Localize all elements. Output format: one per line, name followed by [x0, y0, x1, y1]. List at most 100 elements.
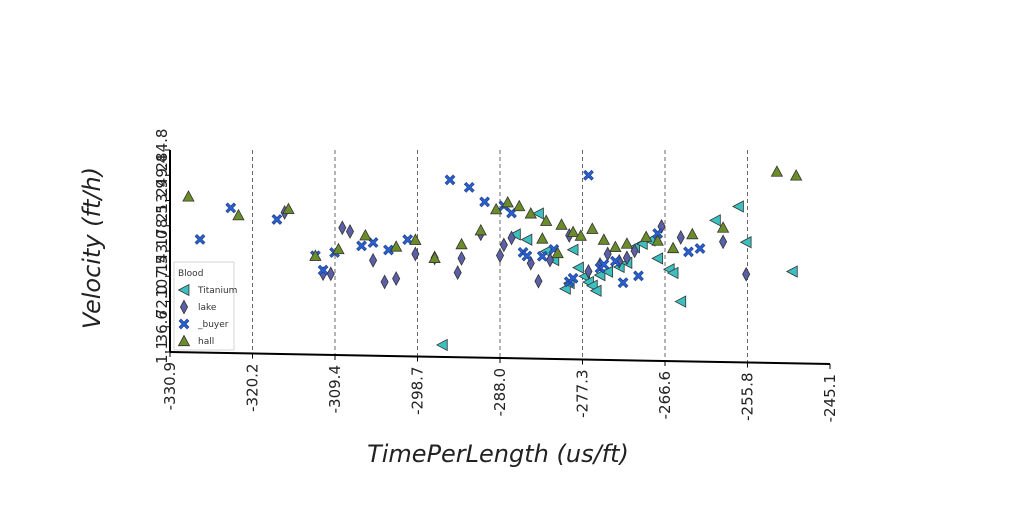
y-tick-labels: 1.136.672.0107.5143.0178.5213.9249.4284.…: [153, 129, 171, 364]
y-tick-label: 284.8: [153, 129, 171, 172]
x-tick-label: -309.4: [326, 365, 344, 413]
point-lake: [526, 255, 535, 271]
point-hall: [428, 251, 441, 263]
point-hall: [524, 207, 537, 219]
point-buyer: [610, 255, 621, 267]
point-buyer: [521, 250, 533, 262]
point-lake: [338, 220, 347, 236]
point-hall: [332, 242, 345, 255]
x-tick-labels: -330.9 -320.2 -309.4 -298.7 -288.0 -277.3 -266…: [161, 352, 839, 422]
x-tick-label: -320.2: [244, 364, 262, 412]
x-tick-label: -277.3: [574, 370, 592, 418]
point-hall: [309, 249, 322, 261]
point-titanium: [785, 265, 798, 278]
point-hall: [551, 246, 564, 259]
point-hall: [359, 228, 372, 241]
point-lake: [457, 250, 466, 266]
point-lake: [719, 234, 728, 250]
point-titanium: [732, 200, 744, 213]
legend-label: hall: [198, 337, 214, 347]
point-hall: [555, 218, 568, 230]
legend-marker: [177, 283, 190, 297]
point-hall: [536, 232, 549, 244]
point-buyer: [694, 243, 706, 254]
point-hall: [182, 190, 195, 202]
point-hall: [716, 221, 730, 233]
y-tick-label: 249.4: [153, 154, 171, 197]
point-lake: [380, 274, 389, 290]
point-hall: [639, 230, 653, 242]
y-tick-label: 1.1: [153, 340, 171, 364]
point-hall: [566, 225, 580, 238]
point-titanium: [566, 243, 579, 256]
point-titanium: [520, 233, 533, 246]
point-titanium: [435, 338, 448, 352]
legend-label: lake: [198, 303, 217, 313]
point-buyer: [444, 174, 456, 186]
point-hall: [620, 237, 634, 249]
point-hall: [666, 241, 680, 254]
legend-label: Titanium: [197, 286, 237, 296]
point-hall: [501, 195, 514, 208]
legend-title: Blood: [178, 269, 203, 279]
legend-marker: [178, 318, 190, 330]
point-lake: [345, 224, 355, 239]
point-lake: [534, 273, 543, 289]
point-buyer: [383, 244, 394, 256]
point-lake: [411, 246, 420, 262]
point-lake: [507, 230, 516, 246]
y-tick-label: 36.6: [153, 310, 171, 343]
point-hall: [409, 233, 422, 245]
point-buyer: [194, 234, 206, 245]
point-lake: [584, 263, 593, 279]
point-lake: [603, 246, 612, 262]
y-tick-label: 143.0: [153, 230, 171, 273]
point-titanium: [572, 261, 584, 274]
x-tick-label: -288.0: [491, 368, 509, 416]
point-hall: [232, 208, 245, 221]
point-buyer: [633, 270, 644, 282]
point-buyer: [463, 181, 475, 193]
point-titanium: [739, 236, 752, 249]
point-buyer: [652, 228, 664, 239]
point-hall: [789, 169, 803, 181]
y-tick-label: 107.5: [153, 255, 171, 298]
legend-label: _buyer: [197, 320, 229, 330]
point-lake: [499, 237, 508, 253]
point-hall: [770, 165, 784, 177]
point-lake: [392, 271, 401, 287]
point-titanium: [674, 295, 687, 308]
point-hall: [597, 233, 611, 245]
point-hall: [609, 240, 622, 253]
point-titanium: [532, 207, 544, 220]
y-tick-label: 178.5: [153, 204, 171, 247]
grid-lines: [252, 150, 748, 363]
point-buyer: [598, 259, 610, 270]
point-buyer: [536, 250, 548, 262]
point-hall: [455, 237, 468, 250]
point-hall: [474, 223, 487, 236]
point-buyer: [683, 246, 694, 258]
x-tick-label: -266.6: [656, 371, 674, 419]
x-tick-label: -298.7: [409, 367, 427, 415]
point-buyer: [479, 196, 490, 208]
x-tick-label: -255.8: [739, 373, 757, 421]
x-tick-label: -330.9: [161, 362, 179, 410]
point-hall: [489, 202, 503, 215]
point-buyer: [583, 169, 594, 181]
point-buyer: [271, 214, 283, 225]
point-hall: [282, 202, 295, 215]
point-buyer: [317, 264, 329, 276]
point-hall: [651, 234, 664, 246]
point-hall: [389, 240, 403, 252]
point-lake: [742, 266, 751, 282]
y-tick-label: 213.9: [153, 179, 171, 222]
point-buyer: [225, 202, 237, 214]
x-tick-label: -245.1: [821, 374, 839, 422]
y-tick-label: 72.0: [153, 285, 171, 318]
point-hall: [586, 222, 599, 234]
point-hall: [513, 199, 526, 212]
